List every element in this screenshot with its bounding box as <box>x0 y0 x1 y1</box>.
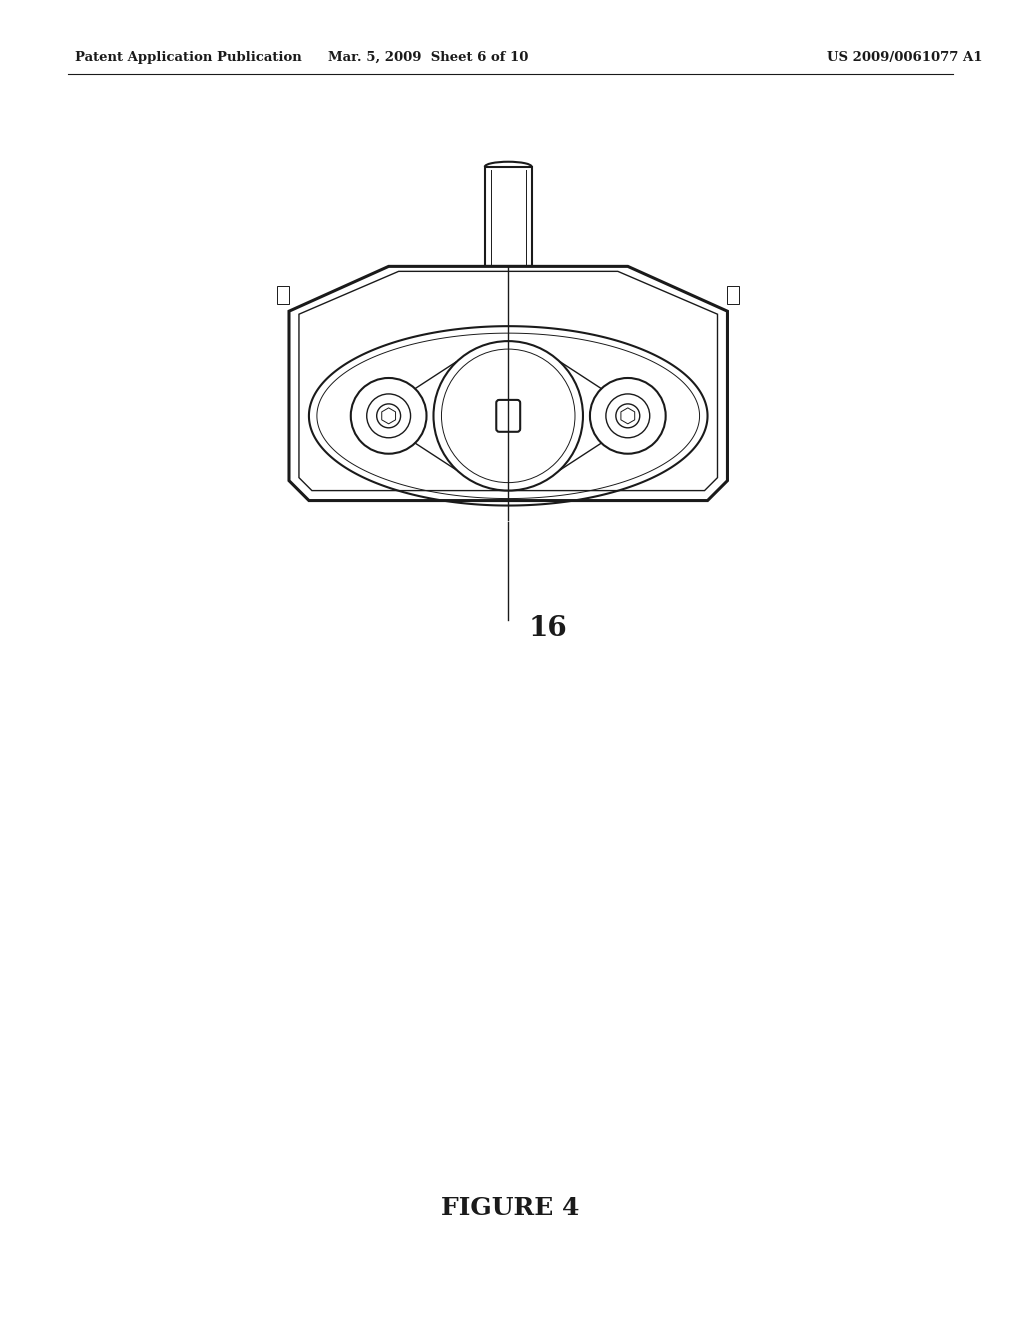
Text: FIGURE 4: FIGURE 4 <box>441 1196 580 1220</box>
Text: 16: 16 <box>528 615 567 642</box>
Text: US 2009/0061077 A1: US 2009/0061077 A1 <box>827 50 983 63</box>
Text: Patent Application Publication: Patent Application Publication <box>75 50 301 63</box>
Text: Mar. 5, 2009  Sheet 6 of 10: Mar. 5, 2009 Sheet 6 of 10 <box>329 50 528 63</box>
